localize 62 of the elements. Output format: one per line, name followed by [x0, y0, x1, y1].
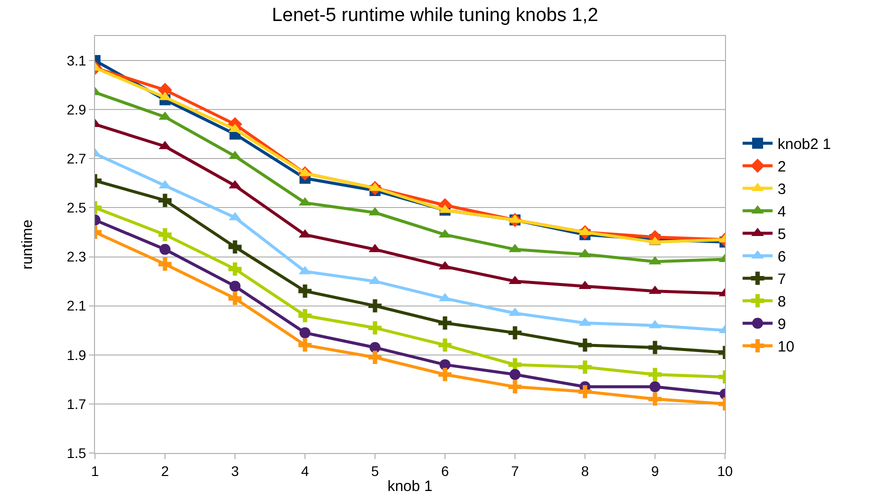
point	[298, 309, 312, 322]
x-axis-title: knob 1	[387, 478, 433, 495]
point	[300, 327, 310, 338]
point	[368, 350, 382, 364]
point	[228, 292, 242, 306]
point	[438, 368, 452, 382]
point	[438, 316, 452, 330]
x-tick-label: 4	[301, 462, 310, 479]
point	[578, 360, 592, 374]
point	[438, 338, 452, 352]
legend-label: 3	[778, 181, 786, 198]
point	[508, 380, 522, 394]
y-tick-label: 3.1	[66, 52, 86, 68]
y-tick-label: 1.9	[66, 346, 86, 363]
y-tick-label: 1.7	[66, 396, 86, 412]
y-tick-label: 2.1	[66, 298, 86, 314]
point	[648, 340, 662, 354]
y-tick-label: 2.3	[66, 248, 86, 265]
x-tick-label: 1	[91, 462, 100, 479]
point	[508, 326, 522, 340]
point	[650, 381, 660, 392]
point	[298, 284, 312, 298]
x-tick-label: 2	[161, 462, 170, 479]
x-tick-label: 10	[717, 462, 733, 479]
point	[228, 262, 242, 276]
point	[648, 392, 662, 406]
legend-label: 10	[778, 338, 794, 356]
legend-label: 5	[778, 226, 786, 244]
legend-label: 4	[778, 204, 786, 221]
y-tick-label: 2.9	[66, 101, 86, 118]
x-tick-label: 6	[441, 462, 450, 479]
point	[578, 385, 592, 398]
point	[368, 299, 382, 312]
point	[648, 368, 662, 382]
point	[440, 359, 450, 370]
point	[298, 338, 312, 352]
point	[368, 321, 382, 334]
x-tick-label: 5	[371, 462, 380, 479]
legend-label: 2	[778, 158, 786, 176]
point	[578, 338, 592, 352]
legend-label: knob2 1	[778, 136, 831, 154]
y-axis-title: runtime	[18, 219, 36, 270]
point	[158, 258, 172, 271]
y-tick-label: 1.5	[66, 444, 86, 461]
point	[158, 228, 172, 242]
legend-label: 9	[778, 316, 786, 334]
point	[370, 342, 380, 354]
legend-label: 8	[778, 294, 786, 311]
y-tick-label: 2.7	[66, 150, 86, 167]
x-tick-label: 7	[511, 462, 520, 479]
legend-label: 6	[778, 248, 786, 266]
point	[160, 244, 170, 255]
x-tick-label: 9	[651, 462, 660, 479]
point	[510, 369, 520, 380]
legend-label: 7	[778, 271, 786, 288]
point	[230, 280, 240, 292]
point	[158, 194, 172, 207]
point	[228, 240, 242, 254]
x-tick-label: 8	[581, 462, 590, 479]
x-tick-label: 3	[231, 462, 240, 479]
chart-title: Lenet-5 runtime while tuning knobs 1,2	[272, 4, 598, 26]
y-tick-label: 2.5	[66, 200, 86, 216]
